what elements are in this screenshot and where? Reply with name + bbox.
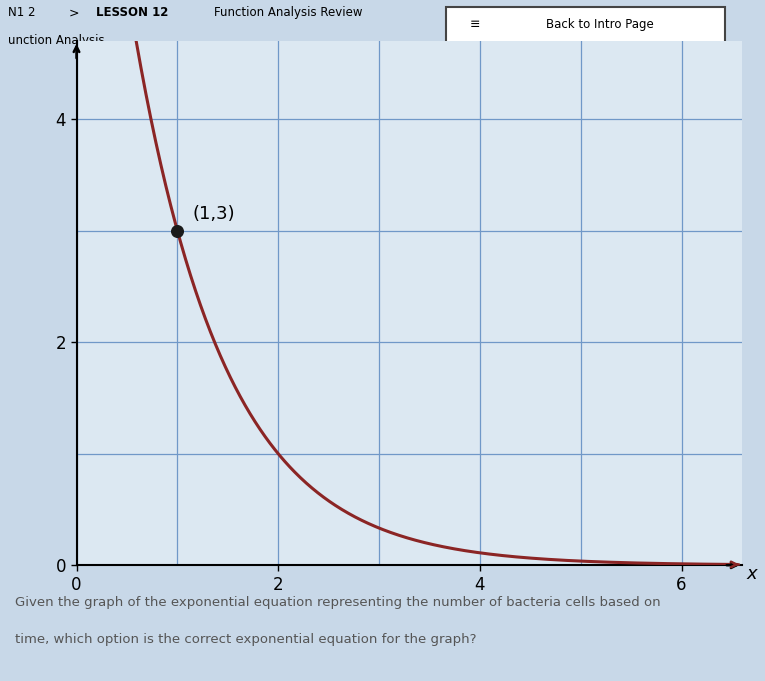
Text: ≡: ≡ bbox=[470, 18, 480, 31]
Text: Function Analysis Review: Function Analysis Review bbox=[214, 6, 363, 19]
Text: time, which option is the correct exponential equation for the graph?: time, which option is the correct expone… bbox=[15, 633, 477, 646]
Point bbox=[171, 225, 184, 236]
Text: (1,3): (1,3) bbox=[193, 206, 235, 223]
Text: LESSON 12: LESSON 12 bbox=[96, 6, 168, 19]
Text: Back to Intro Page: Back to Intro Page bbox=[546, 18, 653, 31]
FancyBboxPatch shape bbox=[446, 7, 724, 44]
Text: x: x bbox=[747, 565, 757, 583]
Text: N1 2: N1 2 bbox=[8, 6, 35, 19]
Text: >: > bbox=[69, 6, 80, 19]
Text: Given the graph of the exponential equation representing the number of bacteria : Given the graph of the exponential equat… bbox=[15, 596, 661, 609]
Text: unction Analysis: unction Analysis bbox=[8, 34, 104, 48]
